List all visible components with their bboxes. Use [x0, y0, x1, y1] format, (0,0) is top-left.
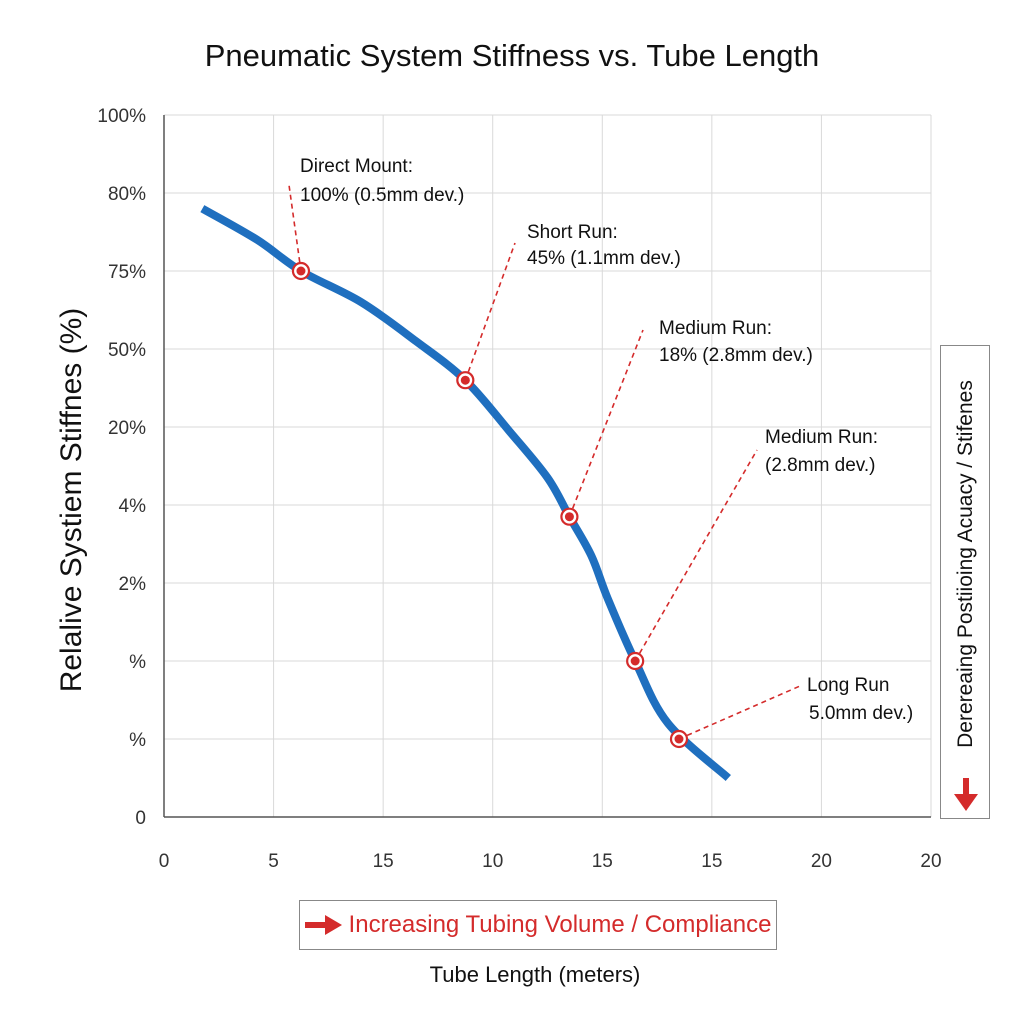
y-tick-labels: 100% 80% 75% 50% 20% 4% 2%%% 0 — [97, 106, 146, 829]
annotation-leader — [464, 242, 516, 381]
y-axis-label: Relalive Systiem Stiffnes (%) — [55, 307, 88, 693]
annotation-detail: 45% (1.1mm dev.) — [527, 248, 681, 269]
y-tick-label: % — [129, 730, 146, 751]
annotation-title: Direct Mount: — [300, 156, 413, 177]
x-tick-label: 15 — [701, 851, 722, 872]
down-arrow-icon — [954, 778, 978, 811]
annotation-title: Medium Run: — [659, 318, 772, 339]
y-tick-label: 80% — [108, 184, 146, 205]
annotation-leader — [634, 449, 758, 662]
data-marker-dot — [564, 512, 574, 522]
annotation-detail: 100% (0.5mm dev.) — [300, 185, 464, 206]
y-tick-label: 100% — [97, 106, 146, 127]
data-marker-dot — [630, 656, 640, 666]
chart-title: Pneumatic System Stiffness vs. Tube Leng… — [204, 38, 820, 73]
x-tick-label: 15 — [373, 851, 394, 872]
annotation-detail: (2.8mm dev.) — [765, 455, 876, 476]
x-tick-label: 0 — [159, 851, 170, 872]
y-direction-text: Derereaing Postiioing Acuacy / Stifenes — [954, 380, 977, 748]
data-marker-dot — [296, 266, 306, 276]
annotation-leader-lines — [288, 184, 801, 740]
annotation-title: Medium Run: — [765, 427, 878, 448]
annotation-title: Long Run — [807, 675, 889, 696]
y-tick-label: 50% — [108, 340, 146, 361]
annotation-leader — [678, 685, 801, 740]
data-markers — [291, 261, 689, 749]
annotation-leader — [288, 184, 302, 272]
x-tick-labels: 0 5 15 10 15 15 20 20 — [159, 851, 942, 872]
right-arrow-icon — [304, 915, 342, 935]
annotation-title: Short Run: — [527, 222, 618, 243]
y-direction-callout: Derereaing Postiioing Acuacy / Stifenes — [940, 345, 990, 819]
y-tick-label: 4% — [119, 496, 147, 517]
marker-annotations: Direct Mount: 100% (0.5mm dev.) Short Run:… — [300, 156, 913, 724]
data-marker-dot — [460, 375, 470, 385]
series-line — [200, 205, 731, 781]
y-tick-label: 75% — [108, 262, 146, 283]
x-tick-label: 20 — [811, 851, 832, 872]
grid-lines — [163, 114, 932, 818]
y-tick-label: % — [129, 652, 146, 673]
x-direction-callout: Increasing Tubing Volume / Compliance — [299, 900, 777, 950]
y-tick-label: 0 — [135, 808, 146, 829]
x-tick-label: 10 — [482, 851, 503, 872]
y-tick-label: 20% — [108, 418, 146, 439]
y-tick-label: 2% — [119, 574, 147, 595]
annotation-leader — [568, 329, 644, 517]
x-axis-label: Tube Length (meters) — [429, 962, 641, 987]
x-direction-text: Increasing Tubing Volume / Compliance — [348, 911, 772, 938]
x-tick-label: 5 — [268, 851, 279, 872]
x-tick-label: 20 — [920, 851, 941, 872]
annotation-detail: 18% (2.8mm dev.) — [659, 345, 813, 366]
x-tick-label: 15 — [592, 851, 613, 872]
data-marker-dot — [674, 734, 684, 744]
annotation-detail: 5.0mm dev.) — [809, 703, 913, 724]
